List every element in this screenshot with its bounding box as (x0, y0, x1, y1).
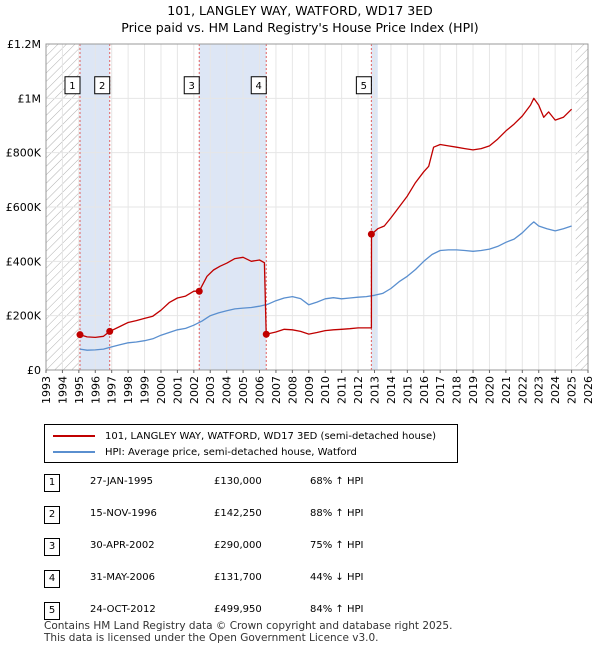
x-tick-label: 2026 (582, 376, 595, 404)
table-row: 5 24-OCT-2012 £499,950 84% ↑ HPI (44, 602, 464, 620)
chart-subtitle: Price paid vs. HM Land Registry's House … (121, 20, 479, 35)
x-tick-label: 2020 (483, 376, 496, 404)
plot-border (45, 43, 589, 371)
x-tick-label: 2009 (303, 376, 316, 404)
x-tick-label: 2011 (336, 376, 349, 404)
x-tick-label: 2021 (500, 376, 513, 404)
x-tick-label: 2002 (188, 376, 201, 404)
y-tick-label: £800K (6, 147, 42, 160)
sale-price: £130,000 (214, 476, 262, 487)
legend-item-hpi: HPI: Average price, semi-detached house,… (53, 445, 357, 459)
y-tick-label: £400K (6, 255, 42, 268)
sale-price: £131,700 (214, 572, 262, 583)
price-chart: £0 £200K £400K £600K £800K £1M £1.2M 1993 1994 19… (6, 38, 595, 404)
y-tick-label: £200K (6, 310, 42, 323)
sale-point (367, 230, 375, 238)
sale-marker-label: 2 (99, 81, 105, 92)
y-tick-label: £600K (6, 201, 42, 214)
sale-number-badge: 1 (44, 474, 60, 492)
sale-marker-box (250, 76, 267, 95)
x-tick-label: 2004 (221, 376, 234, 404)
sale-hpi-diff: 68% ↑ HPI (310, 476, 364, 487)
sale-price: £499,950 (214, 604, 262, 615)
x-tick-label: 2010 (319, 376, 332, 404)
sale-number-badge: 3 (44, 538, 60, 556)
sale-date: 24-OCT-2012 (90, 604, 156, 615)
x-tick-label: 1993 (40, 376, 53, 404)
legend-swatch-hpi (53, 451, 95, 453)
x-tick-label: 1995 (73, 376, 86, 404)
table-row: 1 27-JAN-1995 £130,000 68% ↑ HPI (44, 474, 464, 492)
sale-marker-label: 3 (189, 81, 195, 92)
sale-date: 30-APR-2002 (90, 540, 155, 551)
legend-label-hpi: HPI: Average price, semi-detached house,… (105, 446, 357, 458)
sale-marker-label: 1 (69, 81, 75, 92)
sale-price: £142,250 (214, 508, 262, 519)
sale-date: 27-JAN-1995 (90, 476, 154, 487)
sale-date: 31-MAY-2006 (90, 572, 156, 583)
y-tick-label: £1M (18, 92, 42, 105)
hpi-series-line (79, 221, 572, 351)
sale-marker-box (64, 76, 81, 95)
sale-hpi-diff: 44% ↓ HPI (310, 572, 364, 583)
footer-copyright: Contains HM Land Registry data © Crown c… (44, 620, 453, 632)
sale-point (262, 330, 270, 338)
x-tick-label: 2003 (204, 376, 217, 404)
table-row: 2 15-NOV-1996 £142,250 88% ↑ HPI (44, 506, 464, 524)
footer: Contains HM Land Registry data © Crown c… (44, 620, 452, 644)
sale-point (106, 327, 114, 335)
sale-point (76, 331, 84, 339)
sale-price: £290,000 (214, 540, 262, 551)
price-series-line (79, 97, 573, 339)
x-tick-label: 2000 (155, 376, 168, 404)
sale-marker-box (94, 76, 111, 95)
x-tick-label: 2017 (434, 376, 447, 404)
sale-hpi-diff: 84% ↑ HPI (310, 604, 364, 615)
legend-label-price: 101, LANGLEY WAY, WATFORD, WD17 3ED (sem… (105, 430, 437, 442)
x-tick-label: 2025 (566, 376, 579, 404)
sale-hpi-diff: 88% ↑ HPI (310, 508, 364, 519)
x-tick-label: 1996 (89, 376, 102, 404)
sale-marker-label: 5 (361, 81, 367, 92)
x-tick-label: 2014 (385, 376, 398, 404)
sale-marker-label: 4 (256, 81, 262, 92)
sale-marker-box (355, 76, 372, 95)
sale-hpi-diff: 75% ↑ HPI (310, 540, 364, 551)
sale-number-badge: 4 (44, 570, 60, 588)
x-tick-label: 2005 (237, 376, 250, 404)
sale-number-badge: 5 (44, 602, 60, 620)
x-tick-label: 2019 (467, 376, 480, 404)
x-tick-label: 2006 (254, 376, 267, 404)
x-tick-label: 1998 (122, 376, 135, 404)
x-tick-label: 2013 (368, 376, 381, 404)
footer-licence: This data is licensed under the Open Gov… (44, 632, 379, 644)
sale-point (195, 287, 203, 295)
y-tick-label: £1.2M (7, 38, 41, 51)
x-tick-label: 2007 (270, 376, 283, 404)
x-tick-label: 1997 (106, 376, 119, 404)
table-row: 3 30-APR-2002 £290,000 75% ↑ HPI (44, 538, 464, 556)
x-tick-label: 2015 (401, 376, 414, 404)
x-tick-label: 2024 (549, 376, 562, 404)
sale-marker-box (183, 76, 200, 95)
x-tick-label: 2016 (418, 376, 431, 404)
table-row: 4 31-MAY-2006 £131,700 44% ↓ HPI (44, 570, 464, 588)
chart-title: 101, LANGLEY WAY, WATFORD, WD17 3ED (167, 3, 433, 18)
x-tick-label: 2018 (451, 376, 464, 404)
x-tick-label: 2022 (516, 376, 529, 404)
x-tick-label: 1994 (56, 376, 69, 404)
sale-date: 15-NOV-1996 (90, 508, 157, 519)
y-tick-label: £0 (27, 364, 41, 377)
x-tick-label: 2008 (286, 376, 299, 404)
x-tick-label: 2023 (533, 376, 546, 404)
x-tick-label: 2001 (171, 376, 184, 404)
sale-number-badge: 2 (44, 506, 60, 524)
x-tick-label: 2012 (352, 376, 365, 404)
legend-swatch-price (53, 435, 95, 437)
x-tick-label: 1999 (139, 376, 152, 404)
legend: 101, LANGLEY WAY, WATFORD, WD17 3ED (sem… (44, 424, 458, 463)
legend-item-price: 101, LANGLEY WAY, WATFORD, WD17 3ED (sem… (53, 429, 436, 443)
